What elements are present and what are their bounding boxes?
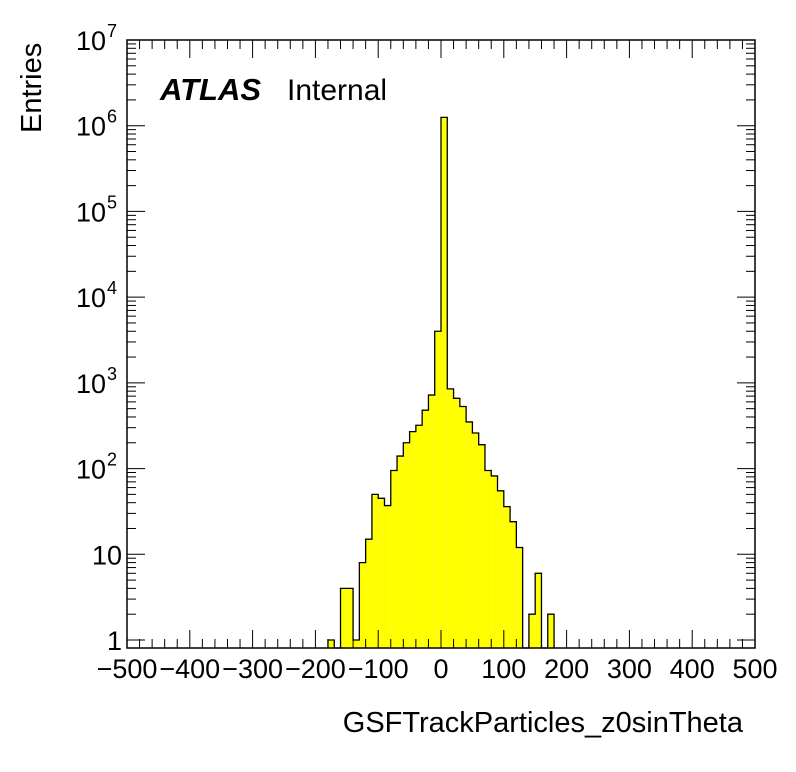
histogram-bar: [422, 410, 429, 648]
histogram-bar: [453, 398, 460, 648]
histogram-bar: [535, 573, 542, 648]
y-tick-exponent: 6: [107, 107, 117, 127]
histogram-bar: [478, 444, 485, 648]
histogram-bar: [459, 406, 467, 648]
histogram-outline: [327, 116, 555, 649]
histogram-bar: [409, 431, 416, 648]
histogram-bar: [397, 456, 404, 648]
y-tick-label: 10: [76, 112, 106, 142]
histogram-bar: [491, 475, 498, 648]
histogram-bar: [497, 490, 504, 648]
histogram-bar: [466, 421, 473, 648]
x-tick-label: 300: [607, 654, 652, 684]
histogram-bar: [528, 614, 536, 648]
plot-frame: [126, 39, 756, 649]
histogram-bar: [510, 521, 517, 648]
y-tick-label: 10: [76, 455, 106, 485]
histogram-bar: [415, 425, 423, 648]
x-tick-label: −400: [159, 654, 220, 684]
y-tick-exponent: 5: [107, 192, 117, 212]
x-tick-label: 500: [732, 654, 777, 684]
y-axis-title: Entries: [16, 43, 48, 133]
histogram-bar: [547, 614, 555, 648]
histogram-bar: [371, 494, 379, 648]
histogram-bar: [353, 640, 360, 648]
histogram-bar: [503, 506, 511, 648]
histogram-bar: [346, 588, 354, 648]
y-tick-label: 10: [76, 197, 106, 227]
x-tick-label: −100: [348, 654, 409, 684]
histogram-bar: [428, 395, 435, 648]
y-tick-exponent: 2: [107, 450, 117, 470]
x-tick-label: 400: [670, 654, 715, 684]
x-tick-label: −300: [222, 654, 283, 684]
x-tick-label: −200: [285, 654, 346, 684]
histogram-bars: [327, 116, 555, 649]
x-tick-label: −500: [97, 654, 158, 684]
y-tick-label: 10: [92, 540, 122, 570]
y-tick-exponent: 4: [107, 278, 117, 298]
histogram-bar: [378, 498, 385, 648]
histogram-bar: [472, 433, 479, 648]
histogram-bar: [384, 505, 391, 648]
atlas-label: ATLAS: [159, 72, 261, 107]
histogram-bar: [484, 470, 492, 648]
x-tick-label: 100: [481, 654, 526, 684]
y-tick-exponent: 3: [107, 364, 117, 384]
x-tick-label: 200: [544, 654, 589, 684]
histogram-bar: [390, 470, 398, 648]
atlas-sublabel: Internal: [287, 74, 387, 107]
histogram-bar: [327, 640, 335, 648]
histogram-bar: [365, 539, 372, 648]
x-axis-title: GSFTrackParticles_z0sinTheta: [343, 707, 744, 739]
histogram-bar: [359, 562, 366, 648]
x-tick-label: 0: [433, 654, 448, 684]
histogram-bar: [403, 442, 410, 648]
y-tick-label: 1: [107, 626, 122, 656]
axis-ticks: [126, 39, 756, 648]
y-tick-label: 10: [76, 283, 106, 313]
histogram-bar: [340, 588, 347, 648]
y-tick-label: 10: [76, 369, 106, 399]
histogram-bar: [516, 547, 523, 648]
y-tick-label: 10: [76, 26, 106, 56]
histogram-bar: [441, 117, 448, 648]
histogram-bar: [447, 388, 454, 648]
x-tick-labels: −500 −400 −300 −200 −100 0 100 200 300 400 500: [97, 654, 778, 684]
y-tick-exponent: 7: [107, 21, 117, 41]
histogram-bar: [434, 331, 441, 648]
